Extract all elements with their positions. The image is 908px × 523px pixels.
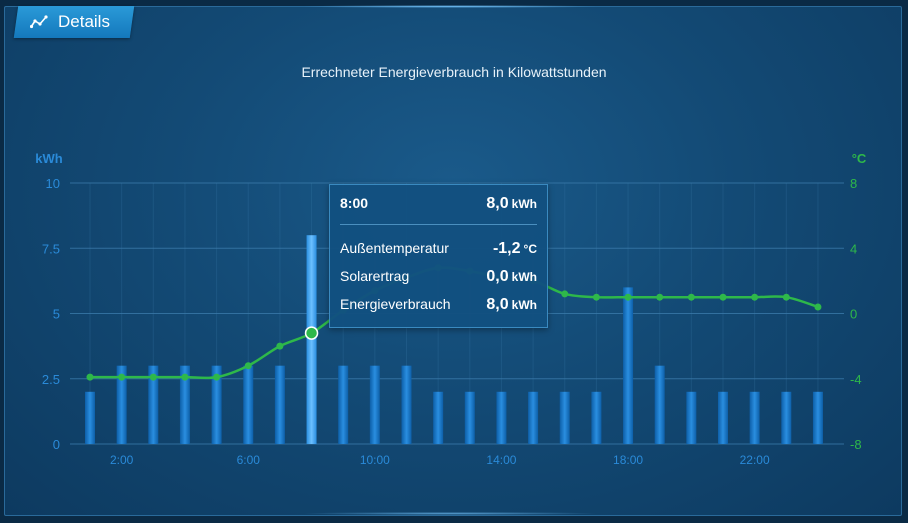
x-axis-tick-label: 6:00 [237,453,261,467]
tooltip-row-value: -1,2 [492,240,521,257]
temperature-point [561,290,569,298]
bar [718,391,728,444]
bar [243,365,254,444]
tooltip-row-label: Außentemperatur [340,240,449,256]
bar [85,391,95,444]
tooltip-row-value: 8,0 [486,296,509,313]
bar [623,287,634,444]
bottom-glow-decoration [300,512,600,515]
chart-tooltip: 8:00 8,0 kWh Außentemperatur -1,2 °C Solar… [329,184,548,328]
bar [464,391,475,444]
tooltip-row-label: Energieverbrauch [340,296,451,312]
left-axis-tick-label: 2.5 [42,372,60,387]
bar [654,365,665,444]
bar [496,391,507,444]
tooltip-time: 8:00 [340,195,369,211]
bar [433,391,444,444]
temperature-point [687,293,695,301]
bar [211,365,222,444]
tooltip-separator [340,224,537,225]
temperature-point [814,303,822,311]
left-axis-tick-label: 10 [46,176,60,191]
bar [559,391,570,444]
bar [591,391,602,444]
tooltip-value-unit: kWh [511,197,537,211]
left-axis-unit-label: kWh [35,151,63,166]
bar [274,365,285,444]
temperature-point [276,342,284,350]
details-tab-content[interactable]: Details [30,6,110,38]
temperature-point [656,293,664,301]
tooltip-row-value: 0,0 [486,268,509,285]
details-tab-label: Details [58,12,110,31]
left-axis-tick-label: 0 [53,437,60,452]
tooltip-row-label: Solarertrag [340,268,410,284]
line-chart-icon [30,15,48,29]
bar [812,391,823,444]
tooltip-row: Solarertrag 0,0 kWh [340,268,537,286]
right-axis-tick-label: 0 [850,307,857,322]
temperature-point [624,293,632,301]
tooltip-row-unit: kWh [511,270,537,284]
tooltip-row: Energieverbrauch 8,0 kWh [340,296,537,314]
x-axis-tick-label: 14:00 [486,453,516,467]
bar [781,391,792,444]
tooltip-value: 8,0 [486,195,509,212]
chart-title: Errechneter Energieverbrauch in Kilowatt… [301,64,607,80]
temperature-point-highlighted [304,326,319,340]
right-axis-tick-label: -4 [850,372,862,387]
bar [148,365,159,444]
temperature-point [181,373,189,381]
top-glow-decoration [300,5,600,8]
bar [401,365,412,444]
temperature-point [118,373,126,381]
bar [369,365,380,444]
x-axis-tick-label: 2:00 [110,453,134,467]
temperature-point [719,293,727,301]
right-axis-tick-label: -8 [850,437,862,452]
right-axis-tick-label: 8 [850,176,857,191]
tooltip-row-unit: °C [523,242,537,256]
bar [116,365,127,444]
temperature-point [751,293,759,301]
right-axis-unit-label: °C [852,151,867,166]
temperature-point [782,293,790,301]
x-axis-tick-label: 22:00 [740,453,770,467]
bar [528,391,539,444]
temperature-point [244,362,252,370]
bar [749,391,760,444]
right-axis-tick-label: 4 [850,241,857,256]
left-axis-tick-label: 7.5 [42,241,60,256]
temperature-point [592,293,600,301]
temperature-point [213,373,221,381]
x-axis-tick-label: 18:00 [613,453,643,467]
tooltip-row-unit: kWh [511,298,537,312]
bar [338,365,349,444]
bar [686,391,697,444]
bar [179,365,190,444]
temperature-point [86,373,94,381]
left-axis-tick-label: 5 [53,307,60,322]
temperature-point [149,373,157,381]
tooltip-row: Außentemperatur -1,2 °C [340,240,537,258]
tooltip-header-row: 8:00 8,0 kWh [340,195,537,213]
x-axis-tick-label: 10:00 [360,453,390,467]
